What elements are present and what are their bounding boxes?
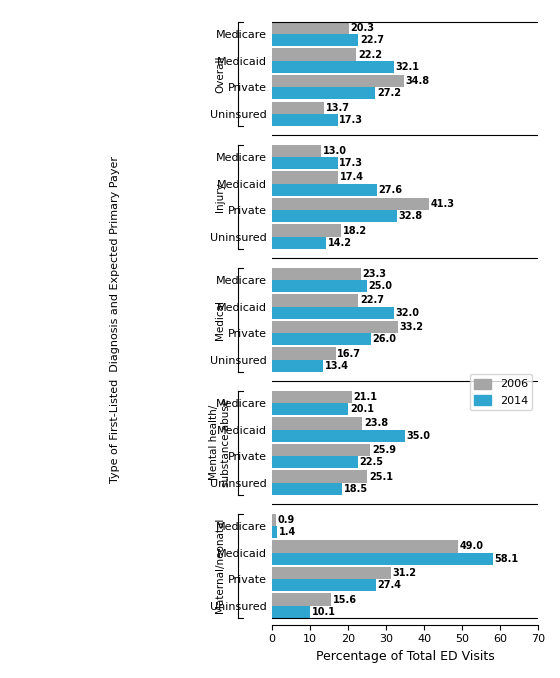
Bar <box>272 145 321 157</box>
Bar <box>272 483 342 495</box>
Bar <box>272 60 394 73</box>
Bar <box>272 280 367 292</box>
Text: Overall: Overall <box>215 55 225 93</box>
Text: Mental health/
substance abuse: Mental health/ substance abuse <box>209 399 231 487</box>
Bar <box>272 333 371 345</box>
Text: 20.3: 20.3 <box>351 23 375 33</box>
Text: 17.3: 17.3 <box>339 158 363 168</box>
Text: 17.3: 17.3 <box>339 115 363 125</box>
Bar <box>272 567 390 579</box>
Bar <box>272 456 357 468</box>
Bar <box>272 172 338 184</box>
Y-axis label: Type of First-Listed  Diagnosis and Expected Primary Payer: Type of First-Listed Diagnosis and Expec… <box>110 157 120 483</box>
Text: 49.0: 49.0 <box>460 541 484 551</box>
Bar <box>272 198 429 210</box>
Text: 32.8: 32.8 <box>398 212 422 221</box>
Text: 23.3: 23.3 <box>362 269 386 279</box>
Text: 58.1: 58.1 <box>494 554 519 563</box>
Text: 27.4: 27.4 <box>377 580 402 591</box>
Text: 18.5: 18.5 <box>344 484 368 494</box>
Bar <box>272 102 324 114</box>
Bar <box>272 321 398 333</box>
Text: 14.2: 14.2 <box>328 238 352 248</box>
Text: 17.4: 17.4 <box>340 172 363 182</box>
Bar <box>272 403 348 415</box>
Bar <box>272 87 375 100</box>
Text: Injury: Injury <box>215 182 225 212</box>
Text: 22.7: 22.7 <box>360 296 384 306</box>
Bar <box>272 114 338 126</box>
Bar <box>272 540 458 553</box>
Text: 13.0: 13.0 <box>323 146 347 156</box>
Bar <box>272 553 493 565</box>
Text: 26.0: 26.0 <box>372 334 396 344</box>
Bar <box>272 75 404 87</box>
Bar <box>272 360 323 372</box>
Bar <box>272 157 338 170</box>
Bar <box>272 347 335 360</box>
X-axis label: Percentage of Total ED Visits: Percentage of Total ED Visits <box>316 650 494 663</box>
Bar <box>272 34 358 46</box>
Text: 32.1: 32.1 <box>395 62 419 72</box>
Bar <box>272 579 376 591</box>
Text: 31.2: 31.2 <box>392 568 416 578</box>
Text: Medical: Medical <box>215 300 225 340</box>
Text: 0.9: 0.9 <box>277 515 294 525</box>
Text: 13.7: 13.7 <box>325 102 349 113</box>
Bar <box>272 430 405 442</box>
Text: 22.7: 22.7 <box>360 35 384 45</box>
Bar <box>272 306 394 319</box>
Bar <box>272 471 367 483</box>
Bar <box>272 237 326 249</box>
Bar <box>272 268 361 280</box>
Text: Maternal/neonatal: Maternal/neonatal <box>215 518 225 614</box>
Text: 33.2: 33.2 <box>400 322 424 332</box>
Text: 13.4: 13.4 <box>324 361 348 371</box>
Text: 23.8: 23.8 <box>364 418 388 428</box>
Bar <box>272 224 341 237</box>
Bar <box>272 184 377 196</box>
Bar <box>272 444 371 456</box>
Text: 25.9: 25.9 <box>372 445 396 455</box>
Text: 32.0: 32.0 <box>395 308 419 318</box>
Text: 20.1: 20.1 <box>350 404 374 414</box>
Bar <box>272 417 362 430</box>
Text: 25.0: 25.0 <box>368 281 393 291</box>
Legend: 2006, 2014: 2006, 2014 <box>470 374 533 410</box>
Bar <box>272 526 277 538</box>
Text: 25.1: 25.1 <box>369 472 393 481</box>
Bar <box>272 294 358 306</box>
Bar <box>272 593 332 605</box>
Text: 27.2: 27.2 <box>377 88 401 98</box>
Text: 35.0: 35.0 <box>407 431 431 441</box>
Text: 15.6: 15.6 <box>333 595 357 605</box>
Text: 10.1: 10.1 <box>312 607 336 617</box>
Text: 1.4: 1.4 <box>279 527 296 537</box>
Bar <box>272 605 310 618</box>
Bar <box>272 22 349 34</box>
Text: 41.3: 41.3 <box>431 199 455 209</box>
Bar <box>272 210 396 222</box>
Bar <box>272 391 352 403</box>
Text: 27.6: 27.6 <box>379 184 403 195</box>
Text: 22.2: 22.2 <box>358 49 382 60</box>
Text: 16.7: 16.7 <box>337 348 361 359</box>
Bar <box>272 48 356 60</box>
Text: 21.1: 21.1 <box>354 392 378 402</box>
Text: 34.8: 34.8 <box>406 76 430 86</box>
Bar <box>272 514 276 526</box>
Text: 18.2: 18.2 <box>343 226 367 236</box>
Text: 22.5: 22.5 <box>359 457 383 467</box>
